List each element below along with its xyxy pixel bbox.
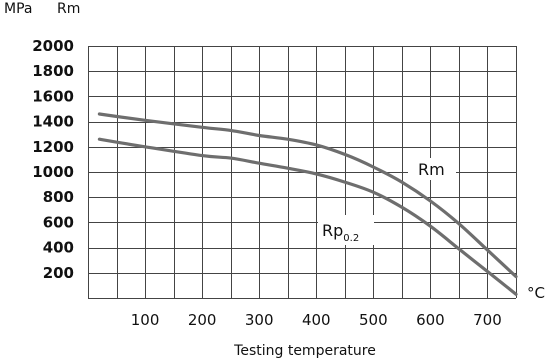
x-tick-label: 400 [302, 311, 331, 329]
rp-annotation-box [318, 215, 374, 245]
y-tick-label: 1400 [32, 113, 74, 131]
y-axis-label: Rm [57, 1, 80, 17]
x-tick-label: 700 [473, 311, 502, 329]
x-tick-label: 100 [131, 311, 160, 329]
y-tick-label: 1800 [32, 62, 74, 80]
y-tick-label: 1200 [32, 138, 74, 156]
x-tick-label: 300 [245, 311, 274, 329]
y-tick-label: 1000 [32, 163, 74, 181]
y-tick-label: 400 [43, 239, 74, 257]
x-tick-label: 500 [359, 311, 388, 329]
x-unit-label: °C [527, 284, 545, 302]
x-tick-label: 600 [416, 311, 445, 329]
y-unit-label: MPa [4, 1, 32, 17]
rp-annotation: Rp0.2 [322, 221, 359, 244]
rp-annotation-main: Rp [322, 221, 343, 240]
y-tick-labels: 200 400 600 800 1000 1200 1400 1600 1800 2000 [32, 37, 74, 282]
y-tick-label: 1600 [32, 87, 74, 105]
y-tick-label: 200 [43, 264, 74, 282]
rp02-curve [97, 137, 518, 296]
rm-annotation-box [408, 158, 456, 180]
rm-annotation: Rm [418, 160, 445, 179]
curves [97, 112, 518, 296]
x-tick-labels: 100 200 300 400 500 600 700 [131, 311, 502, 329]
rp-annotation-sub: 0.2 [343, 233, 359, 244]
x-axis-label: Testing temperature [233, 343, 376, 359]
y-tick-label: 2000 [32, 37, 74, 55]
x-tick-label: 200 [188, 311, 217, 329]
y-tick-label: 800 [43, 188, 74, 206]
y-tick-label: 600 [43, 213, 74, 231]
rm-curve [97, 112, 518, 279]
